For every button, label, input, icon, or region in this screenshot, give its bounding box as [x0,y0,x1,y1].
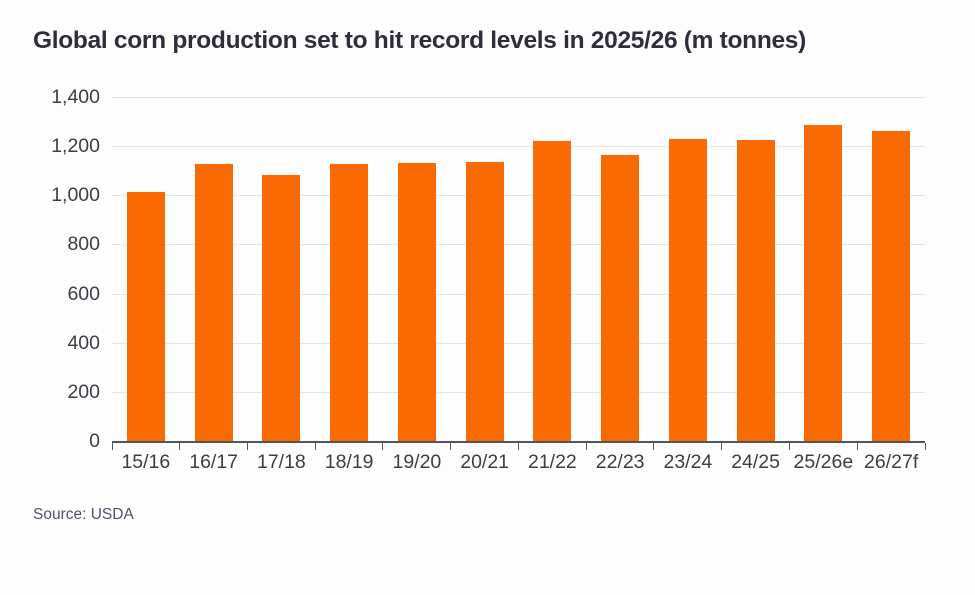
gridline-1400 [112,97,925,98]
chart-title: Global corn production set to hit record… [33,27,806,54]
x-tick-label-22/23: 22/23 [595,451,645,473]
y-tick-label-0: 0 [89,430,100,452]
x-tick-label-19/20: 19/20 [392,451,442,473]
x-axis-tick [314,443,316,450]
x-axis-tick [450,443,452,450]
y-tick-label-1000: 1,000 [51,184,100,207]
bar-25/26e [804,125,843,441]
x-axis-tick [789,443,790,450]
y-tick-label-1200: 1,200 [51,135,100,158]
x-axis-tick [111,443,113,450]
x-tick-label-16/17: 16/17 [189,451,239,473]
bar-23/24 [668,138,707,441]
gridline-1000 [112,195,925,197]
x-tick-label-15/16: 15/16 [121,451,171,473]
bar-16/17 [194,164,233,441]
bar-22/23 [601,155,640,441]
x-axis-tick [585,443,587,450]
x-tick-label-25/26e: 25/26e [793,451,854,473]
x-axis-tick [518,443,519,450]
bar-18/19 [330,163,369,441]
y-tick-label-800: 800 [67,233,100,256]
x-tick-label-23/24: 23/24 [663,451,713,473]
bar-17/18 [262,175,301,441]
bar-26/27f [872,131,911,441]
x-axis: 15/16 16/17 17/18 18/19 19/20 20/21 21/22 22/23… [112,451,925,477]
y-tick-label-1400: 1,400 [51,86,100,108]
plot-area [111,97,926,450]
x-axis-tick [179,443,181,450]
bar-15/16 [126,191,165,441]
x-axis-tick [653,443,655,450]
x-axis-tick [721,443,723,450]
bar-24/25 [736,139,775,441]
gridline-1200 [112,146,925,148]
y-tick-label-600: 600 [67,282,100,305]
y-tick-label-400: 400 [67,331,100,354]
x-tick-label-20/21: 20/21 [460,451,510,473]
bar-20/21 [465,161,504,441]
gridline-200 [112,391,925,393]
x-axis-tick [382,443,384,450]
y-axis: 0 200 400 600 800 1,000 1,200 1,400 [18,86,100,452]
x-axis-tick [246,443,248,450]
x-axis-tick [924,443,926,450]
x-tick-label-24/25: 24/25 [731,451,781,473]
source-note: Source: USDA [33,506,134,523]
x-tick-label-21/22: 21/22 [527,451,577,473]
gridline-800 [112,244,925,246]
x-tick-label-17/18: 17/18 [256,451,306,473]
gridline-600 [112,293,925,295]
y-tick-label-200: 200 [67,380,100,403]
bar-19/20 [397,163,436,441]
x-tick-label-18/19: 18/19 [324,451,374,473]
gridline-400 [112,342,925,344]
x-tick-label-26/27f: 26/27f [864,451,919,473]
x-axis-tick [856,443,858,450]
bar-21/22 [533,141,572,441]
